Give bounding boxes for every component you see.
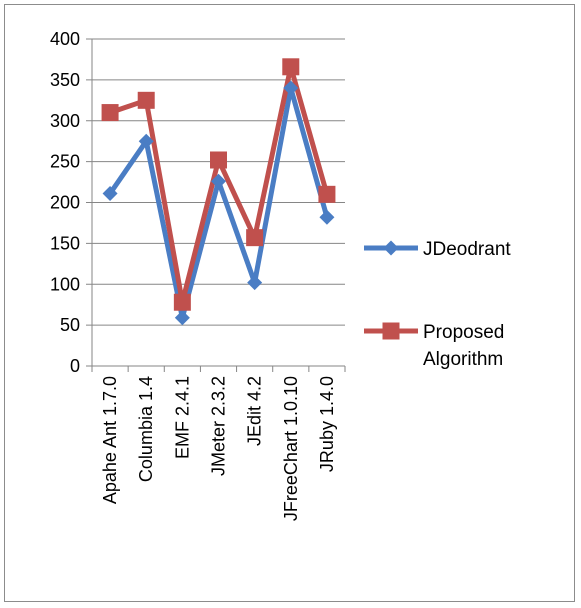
y-tick-label: 200 [50, 193, 80, 213]
legend-label: Algorithm [423, 349, 503, 370]
data-point-proposed-algorithm [282, 58, 300, 76]
y-tick-label: 350 [50, 70, 80, 90]
legend-marker-jdeodrant [383, 240, 399, 256]
y-tick-label: 100 [50, 274, 80, 294]
x-tick-label: JMeter 2.3.2 [209, 376, 229, 476]
data-point-jdeodrant [211, 173, 226, 189]
x-tick-label: JFreeChart 1.0.10 [281, 376, 301, 521]
x-tick-label: JRuby 1.4.0 [317, 376, 337, 472]
data-point-proposed-algorithm [246, 229, 264, 247]
data-point-jdeodrant [283, 80, 299, 96]
data-point-proposed-algorithm [101, 104, 119, 122]
legend-label: JDeodrant [423, 239, 511, 260]
y-tick-label: 50 [60, 315, 80, 335]
y-tick-label: 150 [50, 233, 80, 253]
y-tick-label: 400 [50, 29, 80, 49]
x-tick-label: EMF 2.4.1 [172, 376, 192, 459]
data-point-jdeodrant [319, 209, 335, 225]
data-point-jdeodrant [247, 275, 263, 291]
data-point-jdeodrant [174, 310, 190, 326]
x-tick-label: Apahe Ant 1.7.0 [100, 376, 120, 504]
y-tick-label: 0 [70, 356, 80, 376]
y-tick-label: 300 [50, 111, 80, 131]
data-point-proposed-algorithm [210, 151, 227, 169]
data-point-jdeodrant [102, 186, 118, 202]
data-point-proposed-algorithm [318, 185, 336, 203]
data-point-jdeodrant [138, 133, 154, 149]
y-tick-label: 250 [50, 152, 80, 172]
legend-marker-proposed-algorithm [382, 322, 400, 340]
x-tick-label: JEdit 4.2 [245, 376, 265, 446]
data-point-proposed-algorithm [137, 91, 155, 109]
data-point-proposed-algorithm [173, 293, 191, 311]
x-tick-label: Columbia 1.4 [136, 376, 156, 482]
legend-label: Proposed [423, 322, 504, 343]
